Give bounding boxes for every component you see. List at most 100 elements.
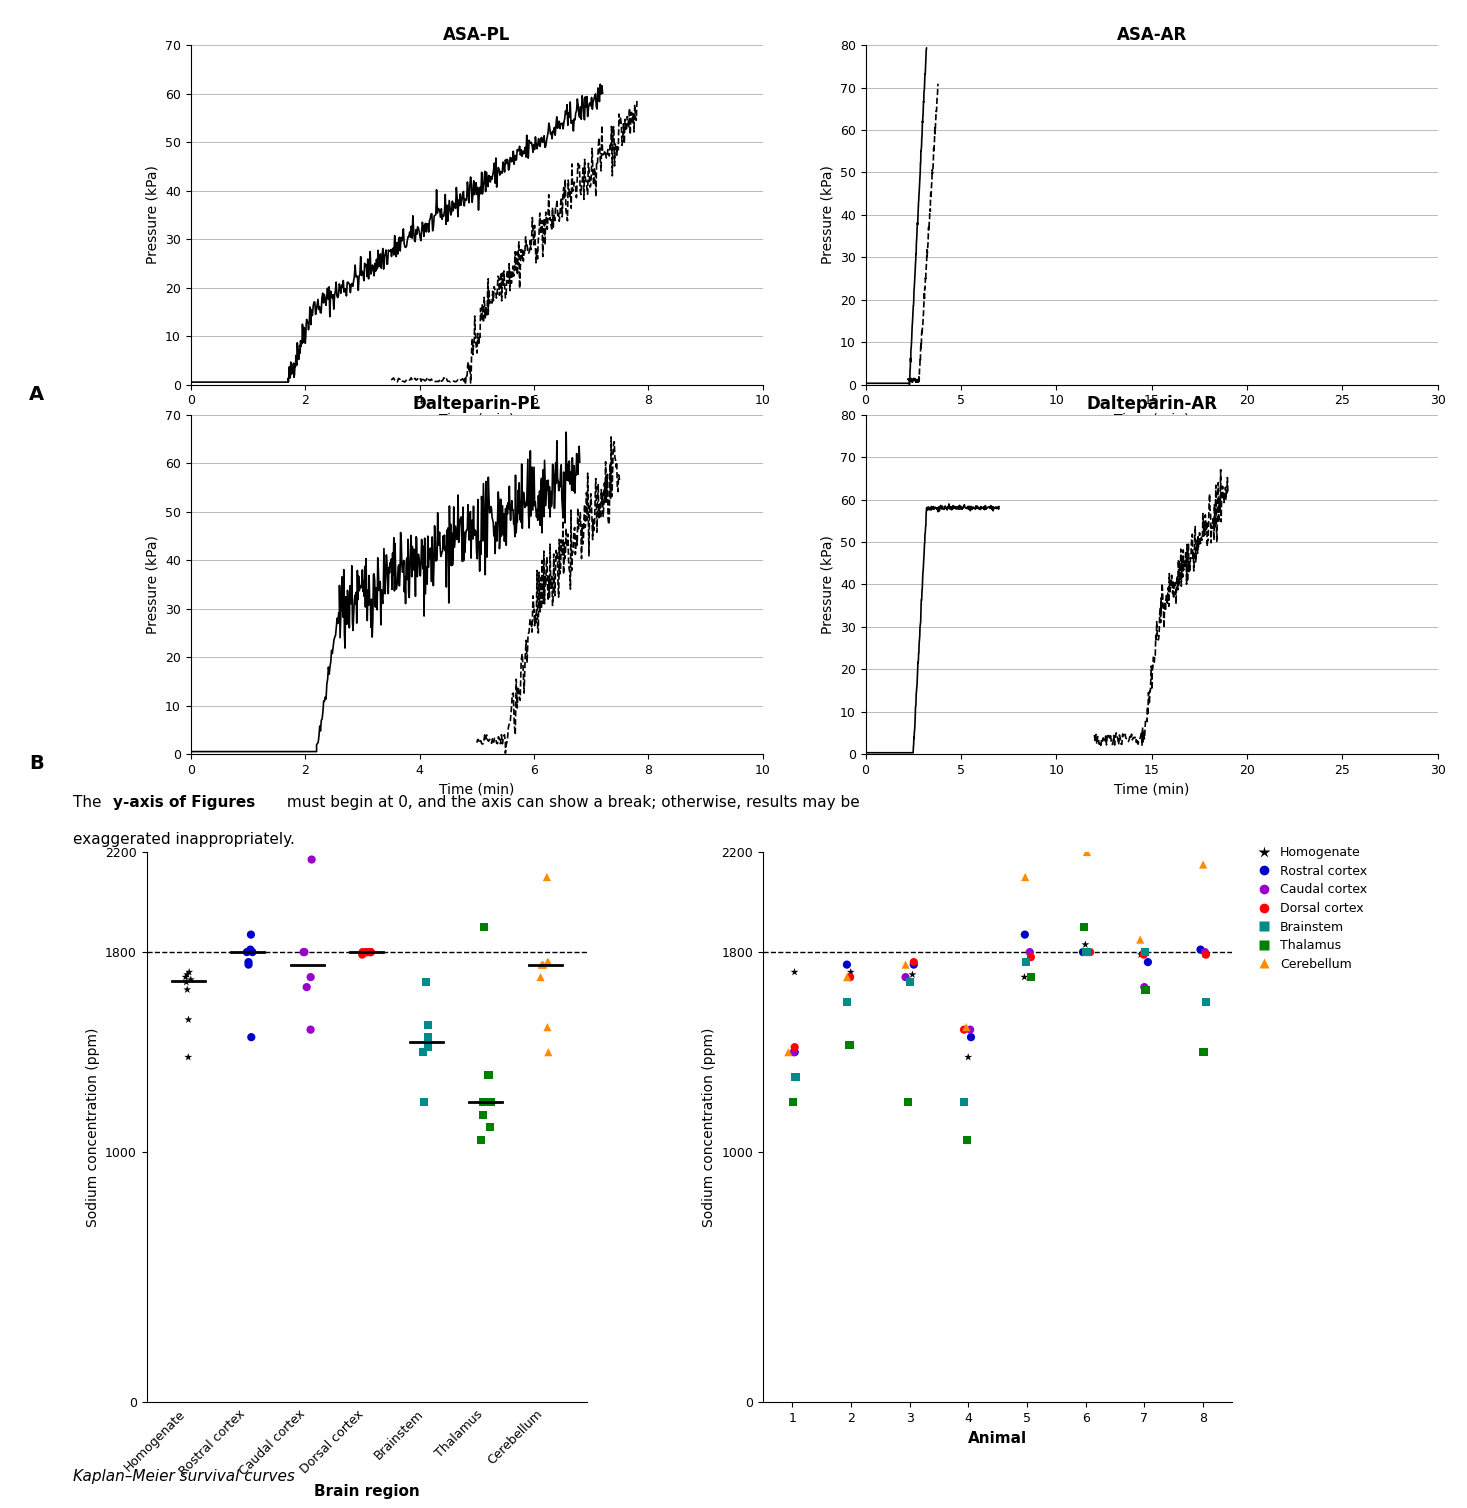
Point [782, 1090, 805, 1114]
Point [1194, 991, 1218, 1015]
Text: The: The [73, 795, 107, 810]
Point [358, 939, 381, 964]
X-axis label: Time (min): Time (min) [439, 413, 515, 427]
Point [955, 1128, 978, 1152]
Title: Dalteparin-PL: Dalteparin-PL [412, 395, 541, 413]
Point [236, 950, 260, 974]
Point [1020, 965, 1043, 989]
Point [1193, 942, 1216, 967]
Point [1191, 1041, 1215, 1065]
Title: ASA-PL: ASA-PL [443, 26, 511, 44]
Point [952, 1018, 976, 1042]
Point [355, 939, 378, 964]
Point [417, 1034, 440, 1059]
Point [535, 950, 559, 974]
Point [1074, 932, 1097, 956]
Point [1075, 939, 1099, 964]
Y-axis label: Pressure (kPa): Pressure (kPa) [820, 166, 835, 264]
Point [1191, 852, 1215, 876]
Point [1020, 946, 1043, 970]
Point [1135, 950, 1159, 974]
Point [783, 1065, 807, 1089]
Point [835, 991, 858, 1015]
Point [472, 1090, 496, 1114]
Point [1075, 939, 1099, 964]
Point [292, 939, 315, 964]
Point [1188, 938, 1212, 962]
Point [295, 976, 318, 1000]
Point [173, 965, 197, 989]
Point [531, 953, 555, 977]
Y-axis label: Pressure (kPa): Pressure (kPa) [145, 166, 160, 264]
X-axis label: Time (min): Time (min) [439, 783, 515, 796]
Point [782, 1041, 805, 1065]
Title: ASA-AR: ASA-AR [1116, 26, 1187, 44]
Point [1071, 939, 1094, 964]
Point [783, 961, 807, 985]
Point [1134, 977, 1157, 1001]
Point [1130, 942, 1153, 967]
Text: exaggerated inappropriately.: exaggerated inappropriately. [73, 832, 295, 847]
Point [1014, 923, 1037, 947]
Point [478, 1116, 502, 1140]
Point [469, 1128, 493, 1152]
Point [1014, 950, 1037, 974]
Point [178, 961, 201, 985]
Point [1134, 939, 1157, 964]
Point [176, 1045, 200, 1069]
Text: Kaplan–Meier survival curves: Kaplan–Meier survival curves [73, 1469, 295, 1484]
Point [901, 962, 924, 986]
Point [1075, 840, 1099, 864]
Point [783, 1041, 807, 1065]
Point [235, 939, 258, 964]
Text: A: A [29, 385, 44, 404]
Point [528, 965, 552, 989]
Point [1133, 942, 1156, 967]
Point [955, 1015, 978, 1039]
Point [893, 953, 917, 977]
Title: Dalteparin-AR: Dalteparin-AR [1086, 395, 1218, 413]
Point [1072, 915, 1096, 939]
Point [896, 1090, 920, 1114]
Point [411, 1041, 434, 1065]
Point [236, 953, 260, 977]
Point [351, 942, 374, 967]
Point [535, 1015, 559, 1039]
Point [175, 970, 198, 994]
Point [472, 915, 496, 939]
X-axis label: Brain region: Brain region [314, 1484, 420, 1499]
Point [359, 939, 383, 964]
Point [836, 965, 860, 989]
Point [537, 950, 560, 974]
Point [958, 1018, 981, 1042]
Point [299, 847, 323, 872]
Text: B: B [29, 754, 44, 774]
Point [783, 1034, 807, 1059]
Point [1194, 942, 1218, 967]
Point [838, 965, 861, 989]
Point [1128, 927, 1152, 952]
Point [359, 939, 383, 964]
Point [1078, 939, 1102, 964]
Point [838, 965, 861, 989]
Point [835, 953, 858, 977]
Point [1014, 866, 1037, 890]
Y-axis label: Sodium concentration (ppm): Sodium concentration (ppm) [701, 1027, 716, 1228]
Point [471, 1102, 494, 1126]
Point [293, 939, 317, 964]
X-axis label: Time (min): Time (min) [1113, 413, 1190, 427]
Point [478, 1090, 502, 1114]
Point [355, 939, 378, 964]
Point [239, 938, 263, 962]
Point [417, 1025, 440, 1050]
Point [414, 970, 437, 994]
X-axis label: Time (min): Time (min) [1113, 783, 1190, 796]
Point [959, 1025, 983, 1050]
Point [299, 1018, 323, 1042]
Point [902, 950, 926, 974]
Point [417, 1012, 440, 1036]
Point [351, 939, 374, 964]
Point [956, 1045, 980, 1069]
Point [299, 965, 323, 989]
Point [412, 1090, 436, 1114]
